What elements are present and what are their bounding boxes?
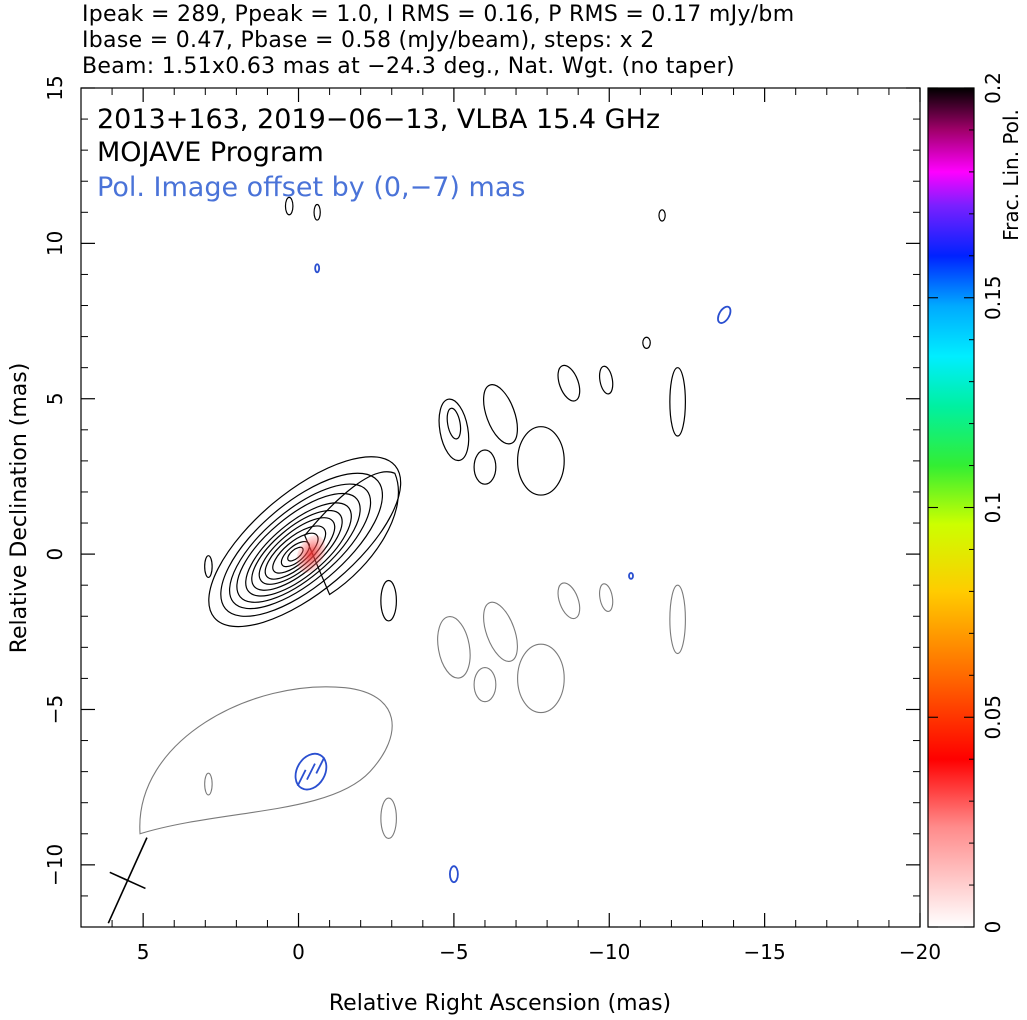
x-tick-label: 5 [137,940,150,964]
annotation-source: 2013+163, 2019−06−13, VLBA 15.4 GHz [97,104,660,135]
plot-frame [80,87,921,928]
y-tick-label: 5 [43,392,67,405]
intensity-contour [313,203,321,221]
axes: 5 0 −5 −10 −15 −20 −10 −5 0 5 10 15 [43,75,941,964]
header-line-1: Ipeak = 289, Ppeak = 1.0, I RMS = 0.16, … [82,2,795,27]
intensity-contour [245,502,352,597]
x-tick-label: −15 [744,940,786,964]
intensity-contour [258,517,336,585]
polarization-contour [139,686,393,835]
intensity-contour [220,472,384,617]
intensity-contour [669,367,686,437]
intensity-contour [482,384,519,445]
annotation-program: MOJAVE Program [97,137,324,168]
x-tick-label: −5 [439,940,468,964]
y-tick-label: 0 [43,548,67,561]
polarization-contour [517,643,565,714]
intensity-contour [438,398,470,462]
x-tick-label: −20 [899,940,941,964]
intensity-contour [446,407,462,440]
polarization-contour [669,584,686,655]
polarization-contour [204,772,213,796]
polarized-island [294,752,328,791]
colorbar-title: Frac. Lin. Pol. [999,109,1023,241]
colorbar-tick-label: 0.05 [981,695,1005,740]
colorbar-tick-label: 0.15 [981,275,1005,320]
beam-symbol [107,837,148,924]
intensity-contour [516,426,565,496]
evpa-vectors [294,263,732,884]
intensity-contour [642,336,651,350]
colorbar-tick-label: 0.2 [981,72,1005,104]
intensity-contour [228,483,372,610]
y-tick-label: −5 [43,695,67,724]
polarized-island [628,571,634,580]
intensity-contour [658,209,666,222]
evpa-vector [315,757,326,774]
intensity-contour [208,456,402,628]
y-tick-label: 10 [43,231,67,256]
core-pol-patch [296,535,326,574]
evpa-vector [296,769,307,787]
polarization-contour [380,797,397,839]
polarization-contour [473,666,497,703]
evpa-vector [306,763,316,781]
intensity-contour [598,365,614,395]
intensity-contour [236,492,361,603]
polarization-contour [483,601,518,662]
intensity-contour [204,555,213,579]
y-tick-label: 15 [43,75,67,100]
x-tick-label: −10 [588,940,630,964]
polarization-contour [599,583,614,612]
beam-minor-axis [109,871,146,890]
y-axis-title: Relative Declination (mas) [7,363,32,654]
x-tick-label: 0 [292,940,305,964]
annotation-pol-offset: Pol. Image offset by (0,−7) mas [97,172,525,203]
polarized-island [717,305,732,324]
colorbar-tick-label: 0 [981,921,1005,934]
polarized-island [448,865,459,884]
polarization-contours [139,582,686,839]
colorbar-tick-label: 0.1 [981,492,1005,524]
header-line-3: Beam: 1.51x0.63 mas at −24.3 deg., Nat. … [82,54,735,79]
intensity-contour [304,471,400,596]
intensity-contour [284,196,294,216]
polarized-island [314,263,321,274]
total-intensity-contours [204,196,686,628]
intensity-contour [473,449,497,485]
polarization-contour [437,616,471,679]
colorbar-axis: 0 0.05 0.1 0.15 0.2 [928,72,1005,933]
core-fractional-polarization [296,535,326,574]
intensity-contour [557,364,581,402]
polarization-contour [557,582,581,620]
x-axis-title: Relative Right Ascension (mas) [329,991,671,1016]
y-tick-label: −10 [43,844,67,886]
intensity-contour [380,579,398,622]
header-line-2: Ibase = 0.47, Pbase = 0.58 (mJy/beam), s… [82,28,655,53]
